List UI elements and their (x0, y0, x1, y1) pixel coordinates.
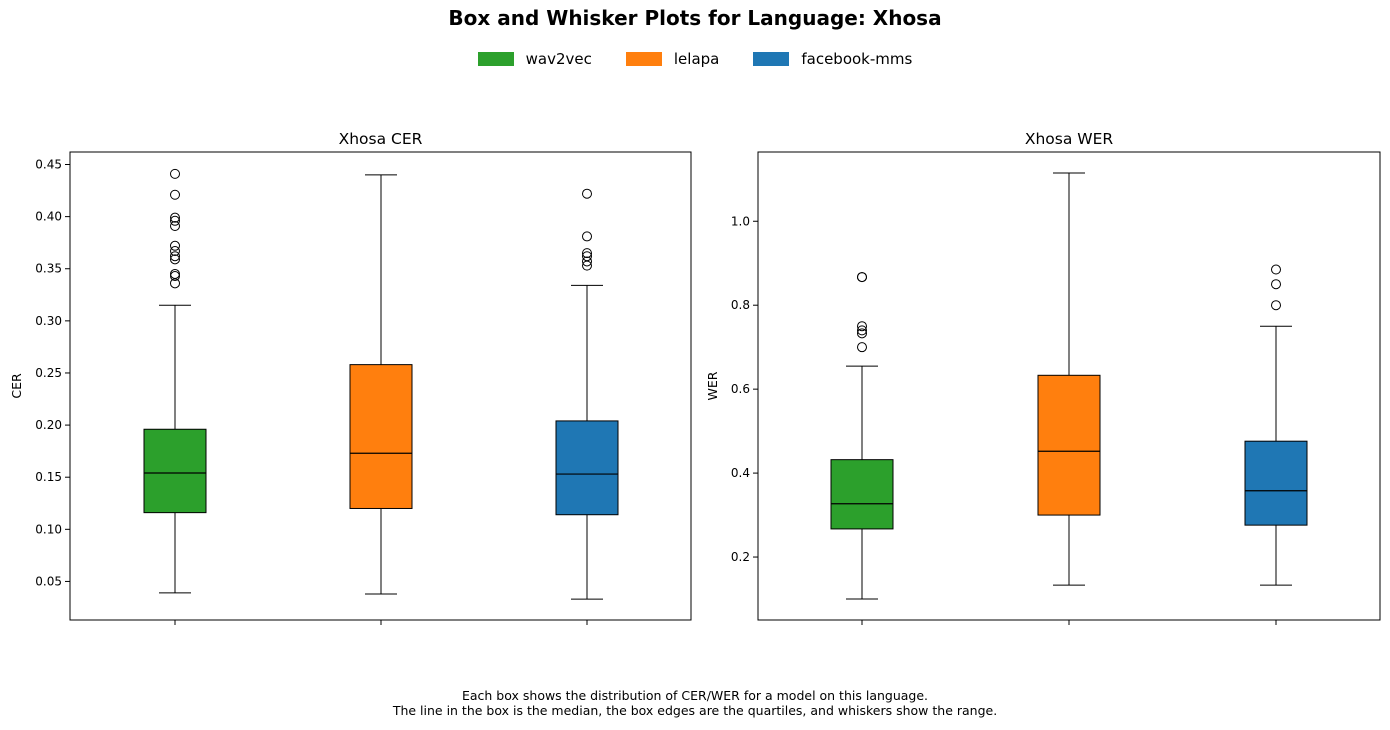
caption-line-1: Each box shows the distribution of CER/W… (461, 688, 929, 703)
wer-ytick-label: 1.0 (731, 214, 750, 228)
cer-ytick-label: 0.45 (35, 158, 62, 172)
wer-facebook-mms-box (1244, 440, 1308, 526)
cer-wav2vec-box (143, 428, 207, 514)
cer-wav2vec-outlier (170, 278, 180, 289)
wer-facebook-mms-outlier (1271, 279, 1281, 290)
cer-subplot-title: Xhosa CER (339, 130, 423, 148)
cer-wav2vec-outlier (170, 212, 180, 223)
caption-line-2: The line in the box is the median, the b… (392, 703, 998, 718)
legend-label-lelapa: lelapa (673, 50, 720, 68)
cer-wav2vec-outlier (170, 251, 180, 262)
cer-wav2vec-outlier (170, 254, 180, 265)
cer-ytick-label: 0.35 (35, 262, 62, 276)
cer-ytick-label: 0.30 (35, 314, 62, 328)
cer-wav2vec-outlier (170, 271, 180, 282)
cer-facebook-mms-box (555, 420, 619, 516)
wer-wav2vec-box (830, 459, 894, 530)
legend-item-facebook-mms: facebook-mms (753, 50, 912, 68)
wer-ylabel: WER (705, 371, 720, 400)
wer-wav2vec-outlier (857, 272, 867, 283)
cer-wav2vec-outlier (170, 189, 180, 200)
cer-facebook-mms-outlier (582, 248, 592, 259)
cer-wav2vec-outlier (170, 240, 180, 251)
legend-label-wav2vec: wav2vec (525, 50, 592, 68)
cer-facebook-mms-outlier (582, 188, 592, 199)
cer-ylabel: CER (9, 373, 24, 399)
legend-item-wav2vec: wav2vec (477, 50, 592, 68)
cer-ytick-label: 0.15 (35, 470, 62, 484)
cer-facebook-mms-outlier (582, 256, 592, 267)
wer-subplot-title: Xhosa WER (1025, 130, 1114, 148)
cer-lelapa-box (349, 364, 413, 509)
cer-ytick-label: 0.25 (35, 366, 62, 380)
cer-wav2vec-outlier (170, 215, 180, 226)
cer-ytick-label: 0.10 (35, 522, 62, 536)
wer-ytick-label: 0.4 (731, 466, 750, 480)
wer-facebook-mms-outlier (1271, 264, 1281, 275)
wer-lelapa-box (1037, 374, 1101, 516)
cer-facebook-mms-outlier (582, 260, 592, 271)
wer-wav2vec-outlier (857, 342, 867, 353)
wer-ytick-label: 0.8 (731, 298, 750, 312)
legend-label-facebook-mms: facebook-mms (801, 50, 913, 68)
cer-wav2vec-outlier (170, 221, 180, 232)
cer-wav2vec-outlier (170, 246, 180, 257)
wer-facebook-mms-outlier (1271, 300, 1281, 311)
cer-ytick-label: 0.20 (35, 418, 62, 432)
cer-facebook-mms-outlier (582, 231, 592, 242)
cer-wav2vec-outlier (170, 268, 180, 279)
cer-wav2vec-outlier (170, 168, 180, 179)
legend-swatch-facebook-mms (753, 52, 790, 66)
cer-ytick-label: 0.05 (35, 574, 62, 588)
wer-wav2vec-outlier (857, 321, 867, 332)
legend-swatch-lelapa (625, 52, 662, 66)
legend-swatch-wav2vec (477, 52, 514, 66)
wer-axes-frame (757, 151, 1381, 621)
legend-item-lelapa: lelapa (625, 50, 720, 68)
cer-axes-frame (69, 151, 692, 621)
cer-ytick-label: 0.40 (35, 210, 62, 224)
wer-ytick-label: 0.6 (731, 382, 750, 396)
wer-wav2vec-outlier (857, 328, 867, 339)
wer-wav2vec-outlier (857, 325, 867, 336)
caption: Each box shows the distribution of CER/W… (0, 688, 1390, 718)
legend: wav2vec lelapa facebook-mms (0, 50, 1390, 68)
figure-title: Box and Whisker Plots for Language: Xhos… (448, 6, 942, 30)
wer-ytick-label: 0.2 (731, 550, 750, 564)
